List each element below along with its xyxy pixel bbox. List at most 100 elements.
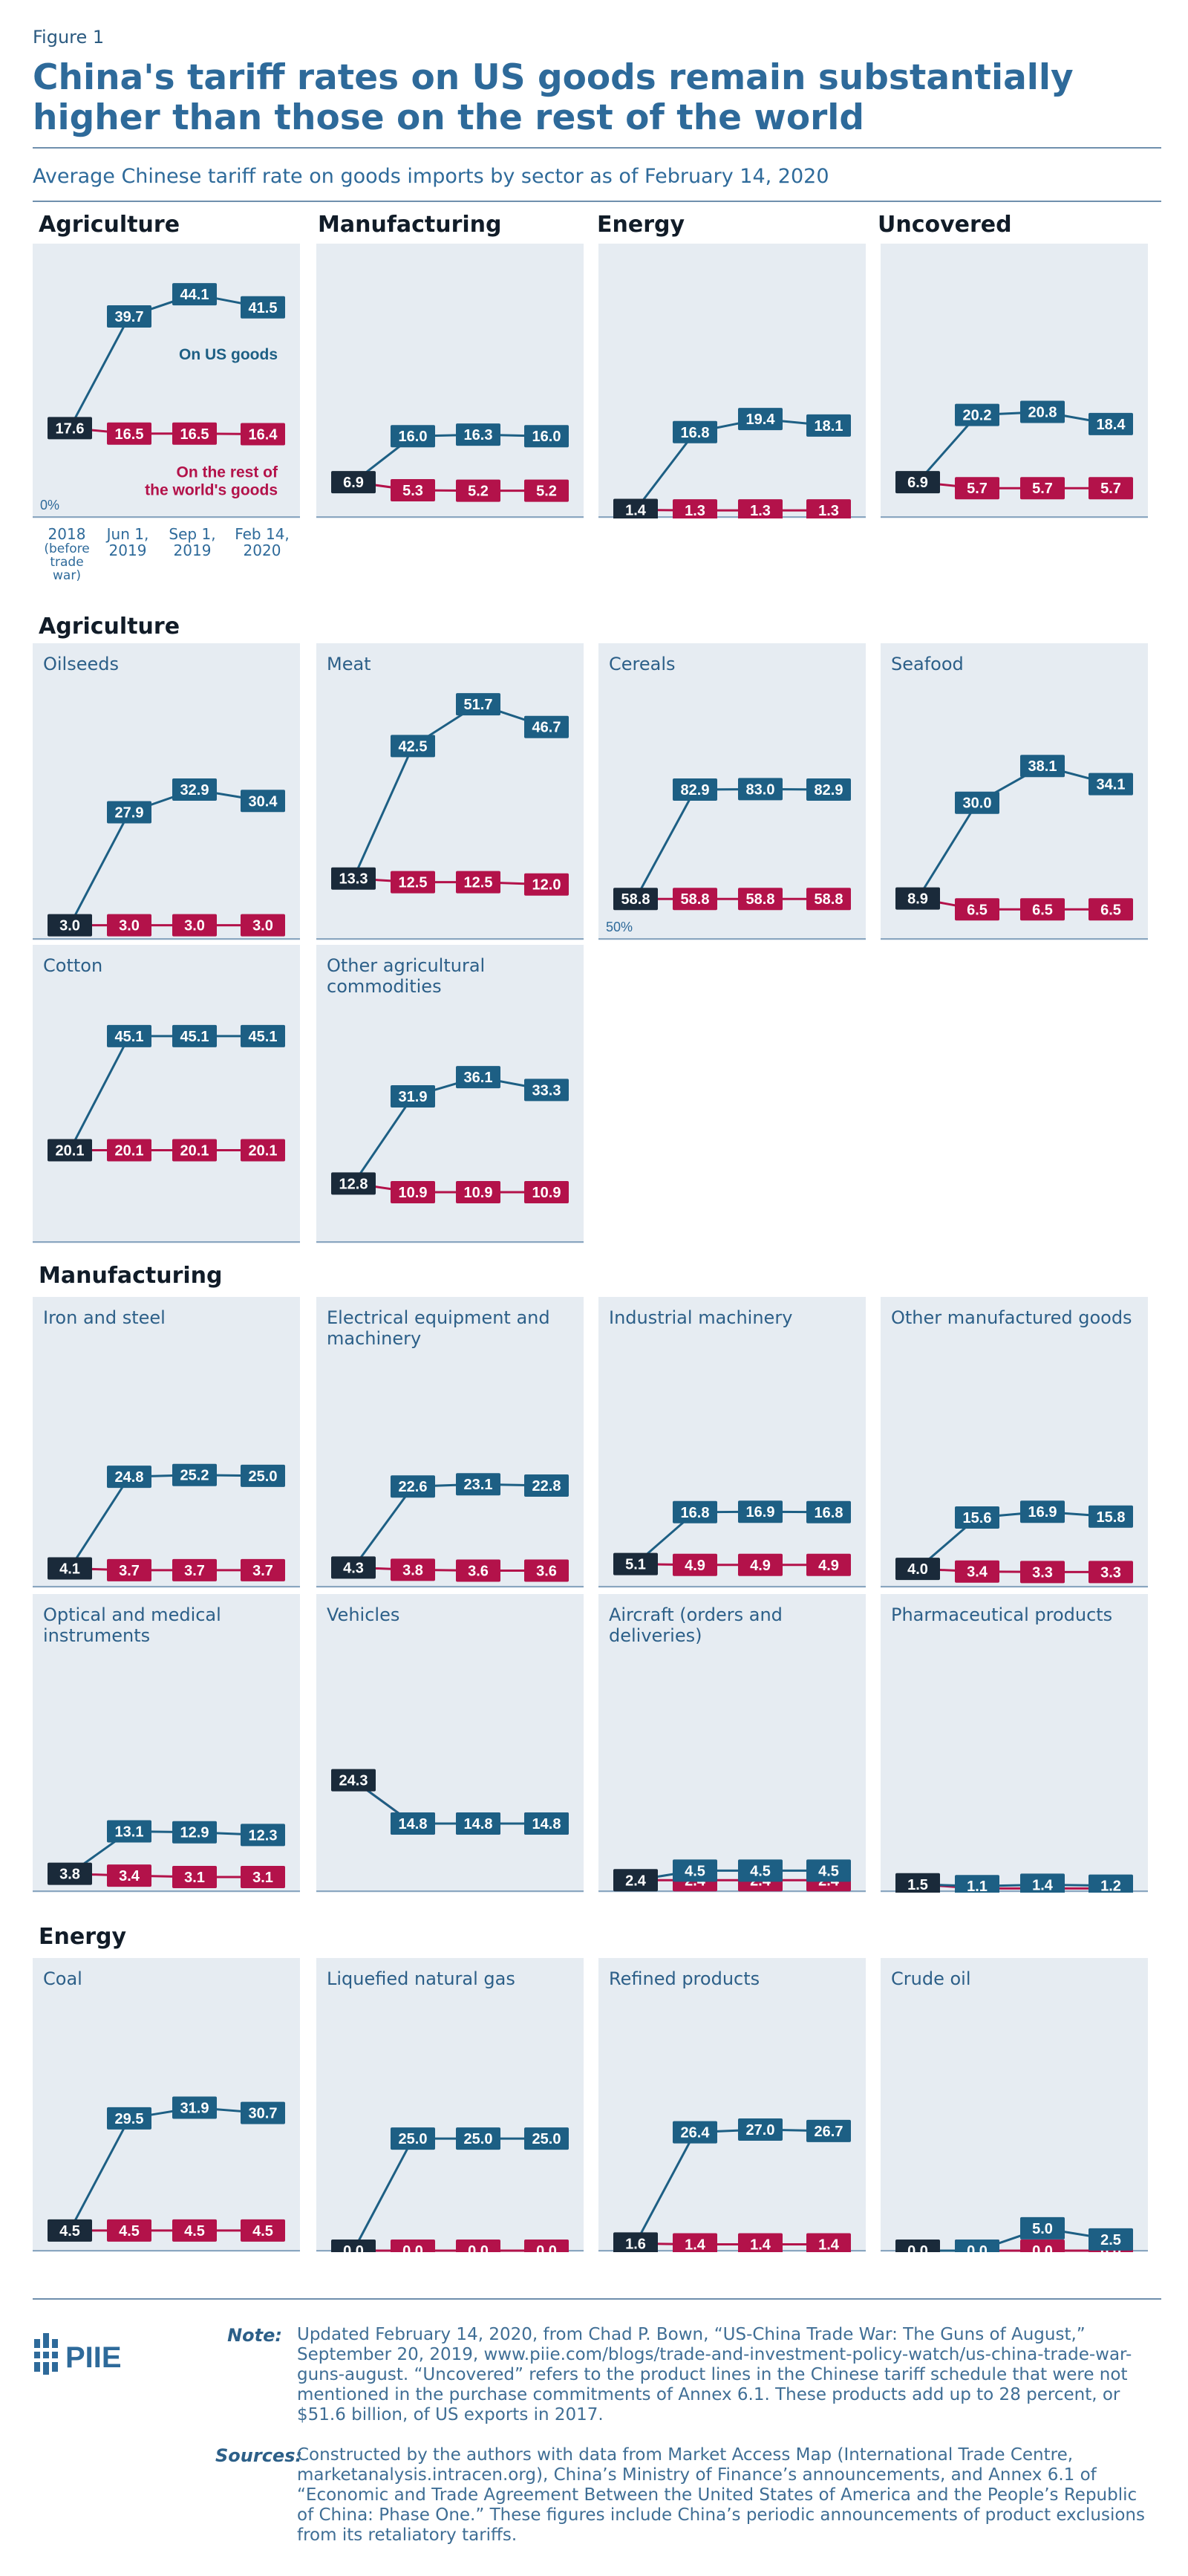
data-label-world: 4.9 [738, 1553, 783, 1576]
data-label-base: 13.3 [331, 867, 376, 890]
data-label-us-value: 14.8 [532, 1816, 561, 1832]
data-label-us-box [1020, 755, 1065, 778]
data-label-us-box [806, 414, 851, 437]
data-label-us: 12.9 [172, 1821, 217, 1844]
data-label-world-value: 3.3 [1032, 1564, 1053, 1581]
data-label-world-value: 5.7 [1100, 481, 1121, 497]
chart-plot: 0.0 0.0 0.0 25.0 25.0 25.0 0.0 [316, 2127, 584, 2252]
data-label-us-value: 25.0 [464, 2131, 493, 2147]
data-label-us-value: 16.0 [532, 429, 561, 445]
data-label-base-value: 6.9 [343, 475, 364, 491]
data-label-world: 5.3 [391, 478, 435, 501]
data-label-us: 41.5 [241, 296, 285, 319]
data-label-us-value: 12.3 [249, 1827, 278, 1844]
data-label-base-value: 4.5 [59, 2223, 80, 2240]
data-label-us: 19.4 [738, 408, 783, 431]
data-label-us-box [738, 408, 783, 431]
series-line-us [634, 2128, 829, 2245]
series-line-us [352, 1076, 547, 1185]
data-label-world: 3.4 [955, 1560, 999, 1583]
data-label-us: 83.0 [738, 778, 783, 801]
series-line-us [353, 433, 547, 484]
data-label-world-value: 5.7 [1032, 481, 1053, 497]
chart-panel: 1.3 1.3 1.3 16.8 19.4 18.1 1.4 [598, 244, 866, 518]
data-label-us-value: 46.7 [532, 720, 561, 736]
data-label-us: 44.1 [172, 283, 217, 306]
data-label-world-value: 3.6 [536, 1564, 557, 1580]
data-label-base-value: 17.6 [56, 420, 85, 437]
data-label-world-box [391, 2240, 435, 2252]
data-label-us: 4.5 [738, 1859, 783, 1882]
data-label-world-box [107, 422, 151, 445]
data-label-world: 3.8 [391, 1558, 435, 1581]
data-label-us: 31.9 [391, 1084, 435, 1108]
data-label-us-box [955, 2240, 999, 2252]
data-label-world: 16.5 [172, 422, 217, 445]
data-label-world-box [456, 1559, 500, 1582]
data-label-world-value: 16.4 [249, 426, 278, 443]
data-label-us: 4.5 [806, 1859, 851, 1882]
data-label-us: 45.1 [172, 1024, 217, 1047]
data-label-world-box [1020, 477, 1065, 500]
chart-title: Coal [43, 1968, 82, 1989]
data-label-us-value: 16.9 [746, 1504, 775, 1520]
data-label-base-box [331, 867, 376, 890]
data-label-base: 58.8 [613, 888, 658, 911]
series-line-world [69, 426, 264, 435]
data-label-us-value: 18.4 [1097, 417, 1126, 433]
data-label-world: 3.1 [241, 1865, 285, 1888]
data-label-world-value: 12.0 [532, 877, 561, 894]
data-label-us-box [673, 778, 717, 801]
data-label-us: 1.4 [1020, 1873, 1065, 1893]
data-label-us-box [738, 778, 783, 801]
data-label-base: 3.0 [48, 914, 92, 937]
data-label-world-box [806, 1553, 851, 1576]
sources-text: Constructed by the authors with data fro… [297, 2445, 1145, 2545]
chart-plot: 3.4 3.1 3.1 13.1 12.9 12.3 3.8 [33, 1820, 300, 1892]
data-label-world-box [738, 2233, 783, 2252]
data-label-base-value: 58.8 [621, 891, 650, 908]
data-label-base-box [48, 417, 92, 440]
data-label-world: 16.4 [241, 423, 285, 446]
data-label-us-value: 4.5 [685, 1863, 705, 1879]
data-label-base-box [613, 2232, 658, 2252]
data-label-world-value: 5.2 [536, 484, 557, 500]
data-label-base-box [613, 1552, 658, 1575]
data-label-us-box [107, 1024, 151, 1047]
data-label-world-box [524, 479, 569, 502]
data-label-us: 15.6 [955, 1506, 999, 1529]
data-label-us-box [738, 2118, 783, 2141]
data-label-us-value: 4.5 [750, 1863, 771, 1879]
data-label-us: 16.8 [673, 420, 717, 443]
data-label-us-value: 32.9 [180, 782, 209, 799]
series-line-world [353, 1566, 546, 1572]
data-label-us-value: 1.1 [967, 1879, 988, 1893]
data-label-world: 6.5 [1089, 898, 1133, 921]
chart-plot: 50% 58.8 58.8 58.8 82.9 83.0 82.9 58.8 [598, 778, 866, 940]
data-label-us-box [955, 791, 999, 814]
chart-plot: 5.3 5.2 5.2 16.0 16.3 16.0 6.9 [316, 423, 584, 518]
data-label-base: 0.0 [331, 2240, 376, 2252]
chart-panel: 5.3 5.2 5.2 16.0 16.3 16.0 6.9 [316, 244, 584, 518]
data-label-world-box [1020, 1561, 1065, 1584]
data-label-base-value: 13.3 [339, 871, 368, 888]
data-label-us-box [391, 2127, 435, 2150]
data-label-base: 1.4 [613, 498, 658, 518]
series-line-us [918, 2227, 1112, 2252]
chart-title: Oilseeds [43, 654, 119, 674]
data-label-world: 4.5 [241, 2219, 285, 2242]
data-label-world-box [391, 871, 435, 894]
data-label-world: 3.6 [456, 1559, 500, 1582]
series-line-us [353, 1779, 546, 1825]
data-label-us-value: 16.8 [815, 1505, 843, 1521]
data-label-world-value: 6.5 [967, 902, 988, 918]
data-label-us-box [107, 305, 151, 328]
data-label-us-value: 27.9 [115, 805, 144, 822]
data-label-us: 15.8 [1089, 1505, 1133, 1528]
data-label-us-value: 25.0 [532, 2131, 561, 2147]
series-line-world [69, 1873, 263, 1879]
data-label-us-value: 36.1 [464, 1070, 493, 1086]
data-label-world: 58.8 [738, 888, 783, 911]
data-label-us-value: 45.1 [115, 1029, 144, 1045]
